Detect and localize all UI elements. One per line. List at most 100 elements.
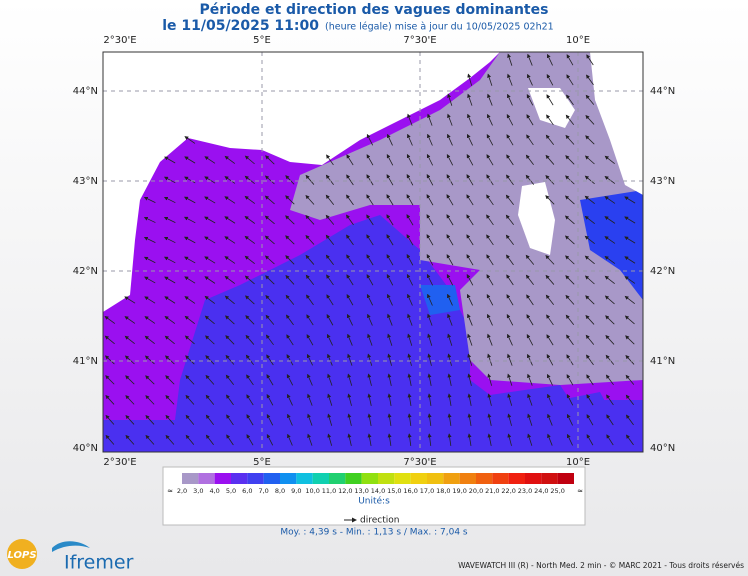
direction-arrow [427,293,433,306]
lon-label: 5°E [253,457,271,468]
direction-arrow [565,114,575,125]
direction-arrow [624,315,635,325]
direction-arrow [605,354,615,365]
direction-arrow [604,255,616,264]
direction-arrow [407,333,413,346]
direction-arrow [346,313,353,326]
direction-arrow [366,234,374,246]
legend-label: 6,0 [242,487,252,495]
direction-arrow [526,134,534,146]
direction-arrow [245,295,255,305]
direction-arrow [625,335,635,345]
color-swatch [394,473,411,484]
direction-arrow [407,293,413,306]
direction-arrow [605,374,614,386]
direction-arrow [606,394,614,406]
direction-arrow [184,296,196,304]
direction-arrow [604,275,615,285]
direction-arrow [545,154,555,165]
direction-arrow [584,155,595,165]
direction-arrow [566,354,574,366]
direction-arrow [305,234,315,245]
direction-arrow [447,113,453,126]
direction-arrow [507,433,512,446]
direction-arrow [305,254,315,265]
direction-arrow [387,393,392,406]
direction-arrow [545,294,554,305]
direction-arrow [265,275,275,285]
color-swatch [329,473,346,484]
direction-arrow [604,155,615,165]
direction-arrow [163,256,176,264]
direction-arrow [586,414,594,426]
direction-arrow [487,433,492,446]
direction-arrow [265,295,275,305]
direction-arrow [566,393,574,406]
direction-arrow [204,315,215,325]
direction-arrow [447,373,452,386]
direction-arrow [566,334,574,346]
direction-arrow [124,355,135,365]
direction-arrow [426,234,434,246]
direction-arrow [507,333,513,346]
date: le 11/05/2025 11:00 [162,18,319,34]
sea-blue [103,215,643,452]
direction-arrow [584,215,595,224]
direction-arrow [346,254,354,266]
direction-arrow [426,194,434,206]
direction-arrow [285,195,295,205]
direction-arrow [204,295,216,304]
direction-arrow [386,214,394,226]
direction-arrow [366,293,374,306]
direction-arrow [447,433,452,446]
land-gap [528,88,575,128]
color-swatch [198,473,215,484]
direction-arrow [564,215,575,225]
legend-start: ≈ [167,487,173,495]
direction-arrow [244,235,256,244]
direction-arrow [407,113,413,126]
direction-arrow [225,374,235,385]
direction-arrow [387,433,392,446]
direction-arrow [124,335,135,345]
direction-arrow [366,133,374,146]
direction-arrow [143,236,156,243]
color-swatch [476,473,493,484]
direction-arrow [406,214,414,226]
direction-arrow [446,214,454,226]
direction-arrow [346,234,354,246]
direction-arrow [466,274,474,286]
direction-arrow [185,394,195,405]
direction-arrow [266,354,274,366]
direction-arrow [285,314,294,326]
direction-arrow [565,134,575,145]
direction-arrow [246,394,254,406]
direction-arrow [165,395,175,405]
direction-arrow [546,94,554,106]
legend-label: 17,0 [420,487,434,495]
direction-arrow [566,433,573,446]
direction-arrow [346,274,354,286]
direction-arrow [204,156,216,164]
color-swatch [296,473,313,484]
lat-label: 44°N [73,86,98,97]
direction-arrow [407,133,413,146]
legend-label: 11,0 [322,487,336,495]
direction-arrow [325,234,335,245]
land-corsica [518,182,555,255]
direction-arrow [585,314,595,325]
direction-arrow [427,433,432,447]
direction-arrow [285,255,295,265]
direction-arrow [406,153,414,166]
direction-arrow [584,255,595,265]
direction-arrow [306,294,314,306]
direction-arrow [525,254,535,265]
direction-arrow [526,93,534,106]
direction-arrow [545,195,555,205]
map-frame [102,51,644,453]
direction-arrow [285,215,295,225]
direction-arrow [326,314,334,326]
direction-arrow [307,373,313,386]
direction-arrow [143,196,156,203]
direction-arrow [506,113,514,126]
